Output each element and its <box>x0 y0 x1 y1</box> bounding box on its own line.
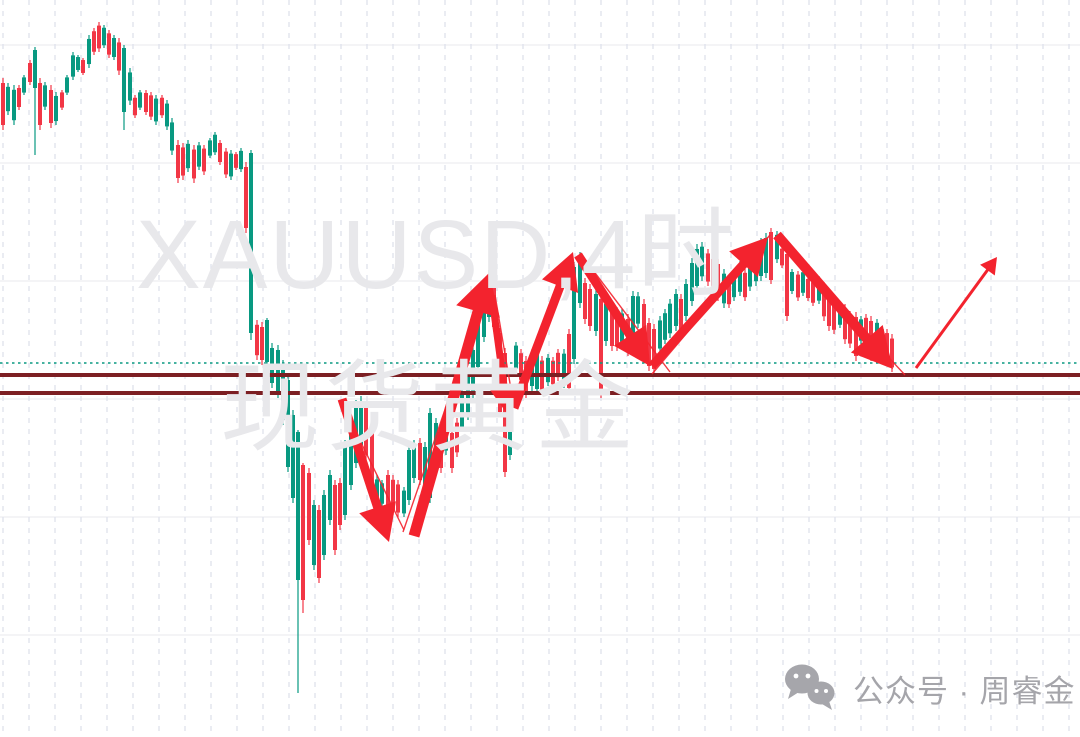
watermark-symbol-timeframe: XAUUSD,4时 <box>136 200 737 309</box>
wechat-account-label: 公众号 · 周睿金 <box>853 673 1076 709</box>
watermark-instrument-name: 现货黄金 <box>220 352 640 463</box>
wechat-account-badge: 公众号 · 周睿金 <box>783 662 1076 714</box>
wechat-icon <box>785 664 835 710</box>
